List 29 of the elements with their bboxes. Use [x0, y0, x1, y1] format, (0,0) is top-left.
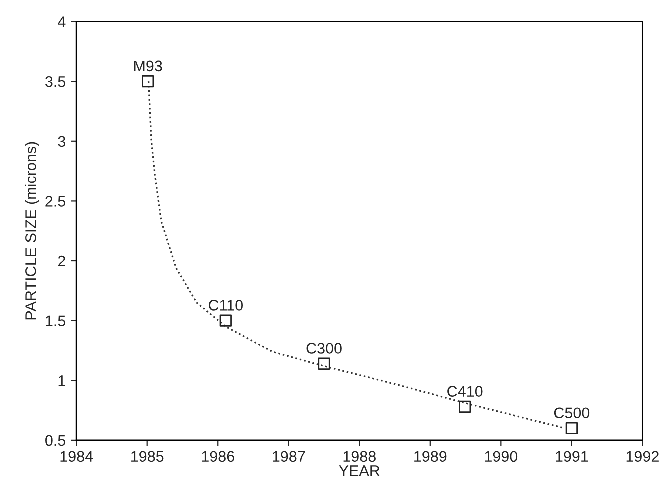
point — [220, 314, 232, 327]
annotation: C300 — [306, 343, 342, 354]
point — [459, 400, 472, 414]
point — [142, 76, 154, 88]
y-tick-label: 0.5 — [46, 435, 66, 446]
annotation: M93 — [134, 60, 162, 72]
x-tick-label: 1984 — [60, 451, 94, 462]
point — [566, 422, 578, 435]
y-tick-label: 1 — [58, 376, 66, 386]
point — [318, 358, 330, 370]
x-tick-label: 1991 — [556, 451, 588, 462]
y-tick-label: 3.5 — [46, 76, 66, 88]
annotation: C110 — [208, 300, 243, 311]
y-axis-title: PARTICLE SIZE (microns) — [25, 142, 40, 320]
y-tick-label: 2 — [58, 256, 66, 267]
y-tick-label: 4 — [58, 16, 66, 28]
x-axis-title: YEAR — [339, 466, 380, 476]
x-tick-label: 1987 — [273, 451, 306, 462]
x-tick-label: 1986 — [202, 451, 234, 462]
x-tick-label: 1992 — [626, 451, 659, 462]
y-tick-label: 3 — [58, 136, 66, 148]
annotation: C500 — [554, 408, 590, 419]
x-tick-label: 1985 — [132, 451, 164, 462]
x-tick-label: 1988 — [344, 451, 376, 462]
x-tick-label: 1989 — [414, 451, 447, 462]
x-tick-label: 1990 — [485, 451, 518, 462]
y-tick-label: 2.5 — [46, 196, 66, 207]
annotation: C410 — [448, 386, 483, 397]
y-tick-label: 1.5 — [46, 316, 66, 327]
